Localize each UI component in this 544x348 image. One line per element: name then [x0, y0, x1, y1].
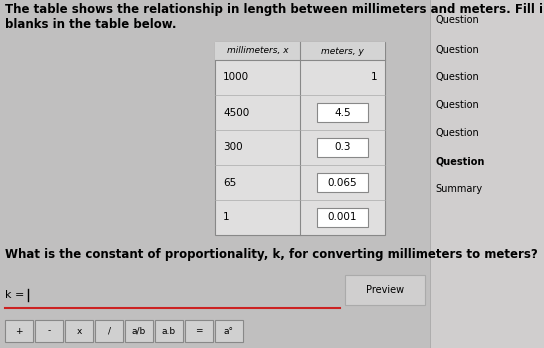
Text: 4.5: 4.5 [334, 108, 351, 118]
Text: 4500: 4500 [223, 108, 249, 118]
Bar [430, 0, 544, 348]
Text: Question: Question [435, 45, 479, 55]
Text: 0.065: 0.065 [327, 177, 357, 188]
Bar [5, 320, 33, 342]
Text: Question: Question [435, 128, 479, 138]
Text: a/b: a/b [132, 326, 146, 335]
Text: k =: k = [5, 290, 24, 300]
Text: Question: Question [435, 72, 479, 82]
Text: meters, y: meters, y [321, 47, 364, 55]
Bar [215, 42, 385, 60]
Text: a°: a° [224, 326, 234, 335]
Bar [185, 320, 213, 342]
Text: 1000: 1000 [223, 72, 249, 82]
Bar [317, 173, 368, 192]
Text: +: + [15, 326, 23, 335]
Bar [215, 42, 385, 235]
Text: The table shows the relationship in length between millimeters and meters. Fill : The table shows the relationship in leng… [5, 3, 544, 16]
Bar [345, 275, 425, 305]
Bar [317, 103, 368, 122]
Bar [35, 320, 63, 342]
Text: Preview: Preview [366, 285, 404, 295]
Text: millimeters, x: millimeters, x [227, 47, 288, 55]
Bar [155, 320, 183, 342]
Text: 65: 65 [223, 177, 236, 188]
Text: =: = [195, 326, 203, 335]
Bar [215, 320, 243, 342]
Bar [317, 138, 368, 157]
Text: /: / [108, 326, 110, 335]
Bar [317, 208, 368, 227]
Text: Question: Question [435, 156, 484, 166]
Text: Question: Question [435, 100, 479, 110]
Text: 1: 1 [223, 213, 230, 222]
Text: x: x [76, 326, 82, 335]
Text: 0.001: 0.001 [327, 213, 357, 222]
Bar [95, 320, 123, 342]
Text: 0.3: 0.3 [334, 142, 351, 152]
Text: What is the constant of proportionality, k, for converting millimeters to meters: What is the constant of proportionality,… [5, 248, 538, 261]
Text: -: - [47, 326, 51, 335]
Bar [65, 320, 93, 342]
Text: blanks in the table below.: blanks in the table below. [5, 18, 176, 31]
Text: Summary: Summary [435, 184, 482, 194]
Bar [125, 320, 153, 342]
Text: 300: 300 [223, 142, 243, 152]
Text: 1: 1 [370, 72, 377, 82]
Text: Question: Question [435, 15, 479, 25]
Text: a.b: a.b [162, 326, 176, 335]
